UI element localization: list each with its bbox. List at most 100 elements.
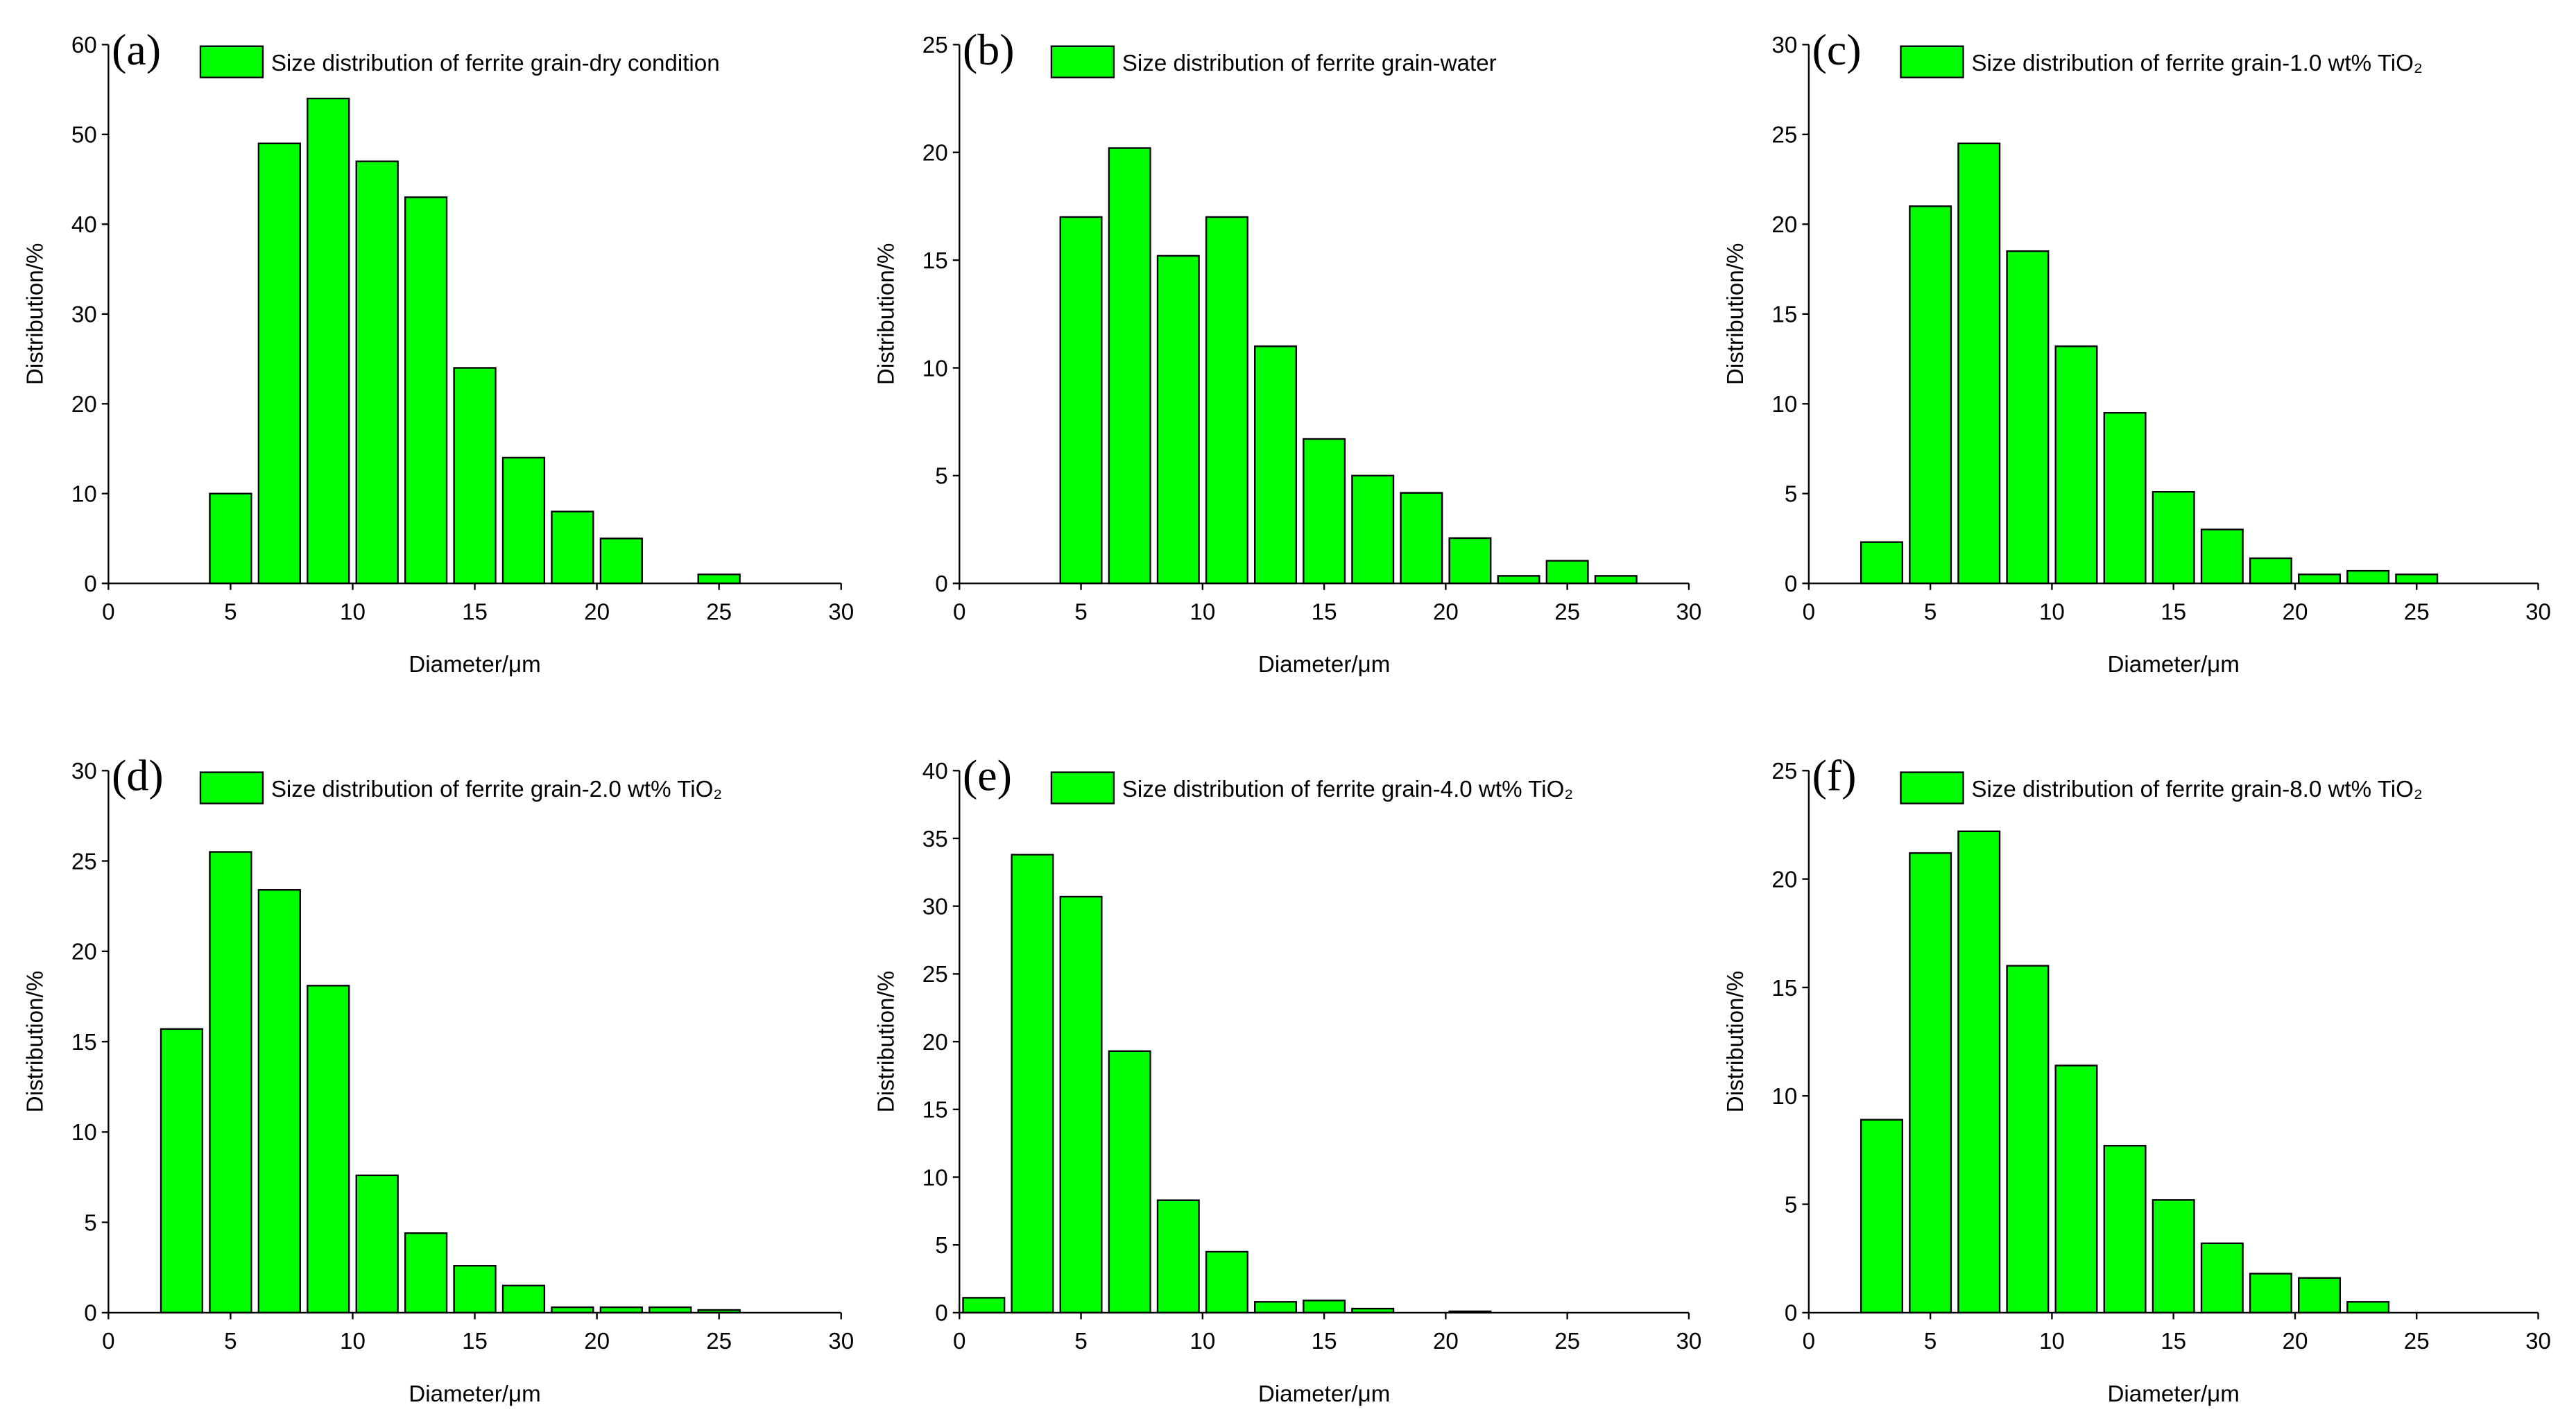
- panel-label: (b): [963, 25, 1015, 74]
- y-tick-label: 10: [71, 1120, 97, 1146]
- bar: [160, 1028, 204, 1314]
- y-tick-label: 20: [71, 940, 97, 965]
- y-axis-title: Distribution/%: [23, 971, 49, 1113]
- bar: [1108, 1050, 1151, 1314]
- panel-label: (a): [112, 25, 161, 74]
- legend-label: Size distribution of ferrite grain-water: [1122, 51, 1497, 76]
- y-tick-label: 5: [1785, 482, 1797, 508]
- bar: [1351, 474, 1395, 585]
- bar: [1059, 216, 1103, 585]
- y-tick-label: 0: [1785, 571, 1797, 597]
- legend-label: Size distribution of ferrite grain-2.0 w…: [271, 777, 722, 802]
- bar: [2200, 528, 2244, 585]
- x-tick-label: 10: [2039, 599, 2065, 625]
- y-tick-label: 10: [922, 1165, 948, 1191]
- x-tick-label: 30: [828, 599, 854, 625]
- bar: [257, 142, 301, 585]
- x-tick-label: 5: [1924, 599, 1937, 625]
- y-tick-label: 20: [1771, 867, 1797, 892]
- legend-swatch: [1900, 771, 1964, 804]
- x-tick-label: 5: [224, 599, 237, 625]
- x-tick-label: 20: [1433, 1329, 1459, 1354]
- bar: [404, 196, 448, 585]
- chart-panel: Size distribution of ferrite grain-dry c…: [23, 25, 855, 678]
- x-tick-label: 15: [462, 599, 488, 625]
- bar: [2103, 1144, 2147, 1314]
- bar: [501, 456, 546, 585]
- bar: [1400, 492, 1443, 585]
- x-axis-title: Diameter/μm: [409, 652, 540, 678]
- bar: [1860, 1119, 1904, 1314]
- y-tick-label: 5: [935, 464, 947, 490]
- x-tick-label: 20: [584, 599, 610, 625]
- bar: [1108, 147, 1151, 585]
- x-tick-label: 30: [2525, 1329, 2551, 1354]
- bar: [1156, 255, 1200, 585]
- x-axis-title: Diameter/μm: [1258, 1381, 1390, 1407]
- x-tick-label: 5: [1924, 1329, 1937, 1354]
- chart-panel: Size distribution of ferrite grain-1.0 w…: [1723, 25, 2551, 678]
- y-tick-label: 30: [1771, 33, 1797, 58]
- y-tick-label: 15: [922, 1098, 948, 1123]
- bar: [1448, 537, 1492, 585]
- bar: [2346, 569, 2390, 585]
- y-tick-label: 25: [1771, 759, 1797, 784]
- y-tick-label: 30: [922, 895, 948, 920]
- y-tick-label: 40: [71, 212, 97, 238]
- x-tick-label: 10: [1190, 599, 1215, 625]
- y-tick-label: 10: [922, 356, 948, 381]
- bar: [1497, 575, 1540, 585]
- bar: [1594, 575, 1638, 585]
- x-tick-label: 30: [828, 1329, 854, 1354]
- x-axis-title: Diameter/μm: [2107, 652, 2239, 678]
- y-tick-label: 0: [1785, 1301, 1797, 1327]
- bar: [1156, 1199, 1200, 1314]
- x-tick-label: 20: [1433, 599, 1459, 625]
- x-tick-label: 25: [1554, 599, 1580, 625]
- y-tick-label: 10: [71, 482, 97, 508]
- x-tick-label: 15: [2161, 599, 2186, 625]
- x-tick-label: 25: [706, 1329, 732, 1354]
- legend-label: Size distribution of ferrite grain-8.0 w…: [1971, 777, 2422, 802]
- y-tick-label: 20: [1771, 212, 1797, 238]
- bar: [2054, 345, 2098, 585]
- y-tick-label: 5: [935, 1233, 947, 1259]
- y-tick-label: 25: [1771, 123, 1797, 148]
- panel-label: (c): [1812, 25, 1862, 74]
- x-tick-label: 0: [1803, 1329, 1815, 1354]
- y-axis-title: Distribution/%: [23, 243, 49, 386]
- bar: [599, 537, 643, 585]
- bar: [2152, 1199, 2195, 1314]
- chart-panel: Size distribution of ferrite grain-2.0 w…: [23, 751, 855, 1407]
- x-tick-label: 15: [1312, 599, 1337, 625]
- x-tick-label: 25: [2404, 599, 2430, 625]
- bar: [453, 367, 497, 585]
- x-tick-label: 20: [2283, 1329, 2308, 1354]
- x-tick-label: 0: [953, 599, 965, 625]
- bar: [355, 160, 399, 585]
- legend-swatch: [1050, 45, 1115, 78]
- bar: [2103, 412, 2147, 585]
- x-tick-label: 0: [953, 1329, 965, 1354]
- bar: [2006, 965, 2050, 1314]
- y-tick-label: 25: [922, 33, 948, 58]
- bar: [2006, 250, 2050, 585]
- x-tick-label: 25: [2404, 1329, 2430, 1354]
- y-tick-label: 0: [84, 1301, 96, 1327]
- bar: [1545, 560, 1589, 585]
- x-tick-label: 15: [1312, 1329, 1337, 1354]
- y-tick-label: 15: [1771, 976, 1797, 1001]
- y-tick-label: 15: [1771, 302, 1797, 328]
- chart-panel: Size distribution of ferrite grain-8.0 w…: [1723, 751, 2551, 1407]
- bar: [962, 1297, 1006, 1314]
- x-tick-label: 5: [1074, 1329, 1087, 1354]
- x-tick-label: 25: [706, 599, 732, 625]
- bar: [2249, 1273, 2292, 1314]
- bar: [1303, 1300, 1346, 1314]
- y-tick-label: 0: [84, 571, 96, 597]
- y-tick-label: 10: [1771, 392, 1797, 417]
- x-tick-label: 15: [2161, 1329, 2186, 1354]
- bar: [404, 1232, 448, 1314]
- bar: [1254, 345, 1297, 585]
